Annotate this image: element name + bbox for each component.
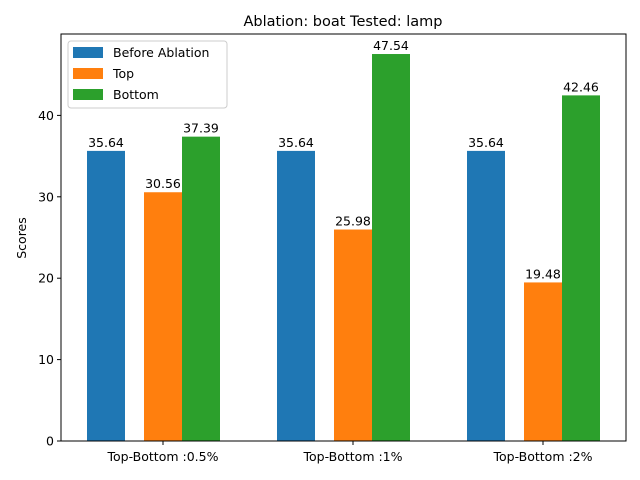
bar-value-label: 35.64 xyxy=(468,135,504,150)
bar-top-1 xyxy=(144,192,182,441)
legend-swatch xyxy=(73,47,103,58)
bar-value-label: 30.56 xyxy=(145,176,181,191)
legend-swatch xyxy=(73,68,103,79)
bars-group xyxy=(87,54,600,442)
bar-value-label: 19.48 xyxy=(525,266,561,281)
bar-value-label: 25.98 xyxy=(335,214,371,229)
legend-swatch xyxy=(73,89,103,100)
bar-before-ablation-3 xyxy=(467,150,505,442)
legend: Before Ablation Top Bottom xyxy=(67,40,228,109)
y-tick-label: 20 xyxy=(38,271,54,286)
x-tick-label: Top-Bottom :1% xyxy=(302,449,402,464)
legend-label: Before Ablation xyxy=(113,45,209,60)
bar-before-ablation-2 xyxy=(277,150,315,442)
bar-labels-group: 35.64 30.56 37.39 35.64 25.98 47.54 35.64 19.48… xyxy=(88,38,599,281)
y-tick-label: 30 xyxy=(38,189,54,204)
bar-top-2 xyxy=(334,229,372,441)
bar-value-label: 42.46 xyxy=(563,79,599,94)
legend-label: Bottom xyxy=(113,87,159,102)
x-tick-label: Top-Bottom :2% xyxy=(492,449,592,464)
bar-bottom-3 xyxy=(562,95,600,441)
chart-title: Ablation: boat Tested: lamp xyxy=(244,14,443,30)
bar-bottom-1 xyxy=(182,136,220,442)
y-axis-label: Scores xyxy=(14,217,29,259)
y-tick-label: 40 xyxy=(38,108,54,123)
legend-box xyxy=(67,40,228,109)
y-axis-ticks: 0 10 20 30 40 xyxy=(38,108,61,449)
bar-top-3 xyxy=(524,282,562,441)
bar-bottom-2 xyxy=(372,54,410,441)
x-tick-label: Top-Bottom :0.5% xyxy=(107,449,219,464)
bar-before-ablation-1 xyxy=(87,150,125,442)
legend-label: Top xyxy=(112,66,134,81)
bar-value-label: 47.54 xyxy=(373,38,409,53)
bar-value-label: 35.64 xyxy=(88,135,124,150)
bar-value-label: 35.64 xyxy=(278,135,314,150)
bar-value-label: 37.39 xyxy=(183,121,219,136)
plot-frame xyxy=(60,33,627,442)
y-tick-label: 0 xyxy=(46,434,54,449)
y-tick-label: 10 xyxy=(38,352,54,367)
x-axis-ticks: Top-Bottom :0.5% Top-Bottom :1% Top-Bottom… xyxy=(107,441,593,464)
